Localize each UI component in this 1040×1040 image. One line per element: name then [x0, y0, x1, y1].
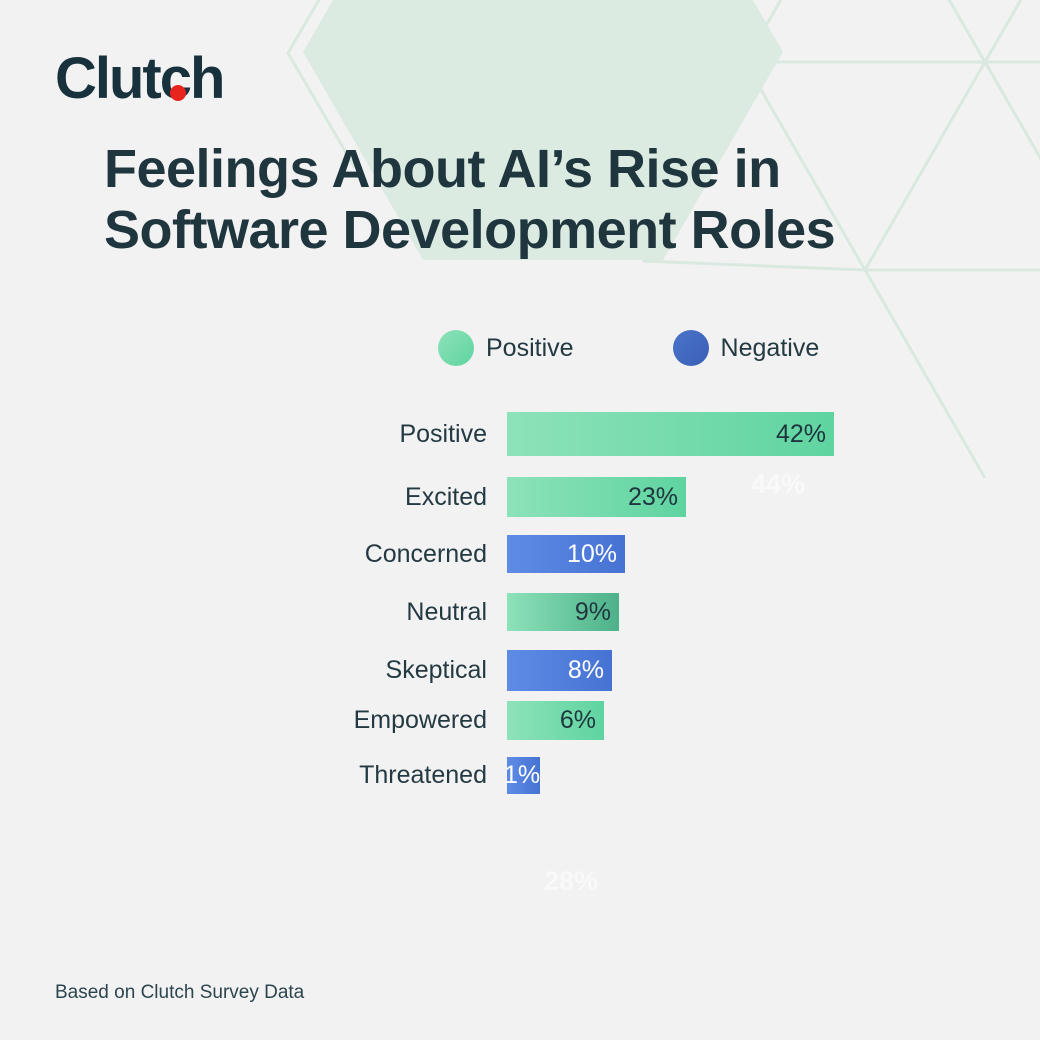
bar-row-skeptical: Skeptical 8%: [0, 650, 1040, 691]
negative-legend-dot-icon: [672, 330, 709, 366]
legend-item-negative: Negative: [672, 330, 820, 366]
logo-red-dot-icon: [169, 85, 186, 101]
bar-neutral: 9%: [507, 593, 619, 631]
clutch-logo: Clutc h: [55, 45, 225, 112]
legend-label-negative: Negative: [720, 333, 820, 362]
bar-row-neutral: Neutral 9%: [0, 593, 1040, 631]
bar-row-empowered: Empowered 6%: [0, 701, 1040, 740]
bar-row-excited: Excited 23%: [0, 477, 1040, 517]
bar-concerned: 10%: [507, 535, 625, 573]
page-title: Feelings About AI’s Rise in Software Dev…: [104, 139, 836, 261]
bar-threatened: 1%: [503, 757, 541, 794]
category-label: Concerned: [364, 539, 487, 568]
bar-value-label: 8%: [567, 656, 604, 684]
bar-value-label: 9%: [574, 597, 611, 626]
positive-legend-dot-icon: [438, 330, 474, 366]
bar-value-label: 1%: [503, 761, 541, 789]
bar-value-label: 42%: [775, 419, 826, 448]
bar-skeptical: 8%: [507, 650, 612, 691]
category-label: Skeptical: [385, 656, 487, 684]
bar-excited: 23%: [507, 477, 686, 517]
logo-text-pre: Clut: [55, 46, 162, 111]
bar-value-label: 10%: [566, 539, 617, 568]
legend-item-positive: Positive: [438, 330, 574, 366]
chart-legend: Positive Negative: [438, 330, 819, 366]
logo-letter-c: c: [159, 46, 192, 111]
bar-row-positive: Positive 42%: [0, 412, 1040, 456]
source-note: Based on Clutch Survey Data: [55, 982, 305, 1003]
category-label: Neutral: [406, 597, 487, 626]
bar-value-label: 23%: [627, 482, 678, 511]
title-line-1: Feelings About AI’s Rise in: [104, 139, 781, 199]
logo-text-post: h: [190, 46, 225, 111]
bar-row-threatened: Threatened 1%: [0, 757, 1040, 794]
bar-empowered: 6%: [507, 701, 604, 740]
category-label: Threatened: [359, 761, 487, 789]
ghost-value-label: 44%: [751, 469, 806, 499]
legend-label-positive: Positive: [486, 333, 574, 362]
category-label: Empowered: [353, 706, 487, 734]
bar-positive: 42%: [507, 412, 834, 456]
bar-row-concerned: Concerned 10%: [0, 535, 1040, 573]
category-label: Positive: [399, 419, 487, 448]
ghost-value-label: 28%: [544, 866, 599, 896]
filled-hexagon: [303, 0, 783, 260]
category-label: Excited: [405, 482, 487, 511]
title-line-2: Software Development Roles: [104, 200, 836, 260]
bar-value-label: 6%: [559, 706, 596, 734]
